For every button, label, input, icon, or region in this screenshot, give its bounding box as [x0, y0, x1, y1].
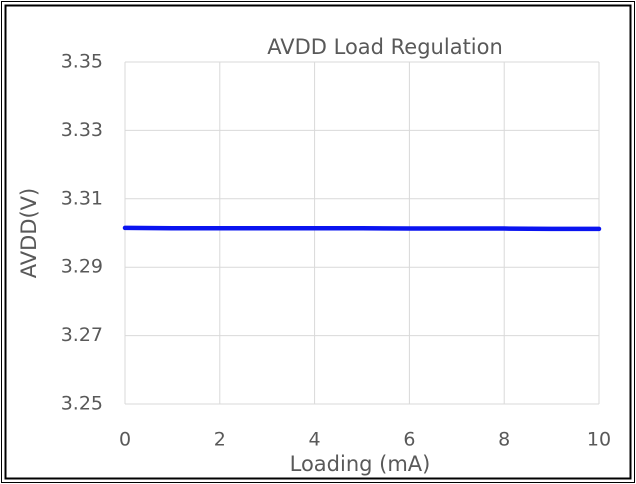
data-line — [122, 225, 602, 232]
x-tick-label: 6 — [403, 429, 415, 451]
y-axis-label: AVDD(V) — [17, 188, 41, 278]
x-tick-label: 2 — [214, 429, 226, 451]
y-tick-label: 3.29 — [61, 256, 103, 278]
x-tick-label: 8 — [498, 429, 510, 451]
y-tick-label: 3.33 — [61, 119, 103, 141]
inner-frame — [4, 4, 632, 480]
chart-title: AVDD Load Regulation — [267, 35, 503, 59]
x-tick-label: 10 — [587, 429, 611, 451]
x-tick-label: 4 — [309, 429, 321, 451]
y-tick-label: 3.31 — [61, 187, 103, 209]
y-tick-label: 3.35 — [61, 51, 103, 73]
x-tick-label: 0 — [119, 429, 131, 451]
x-axis-label: Loading (mA) — [290, 452, 431, 476]
y-tick-label: 3.25 — [61, 393, 103, 415]
y-tick-label: 3.27 — [61, 324, 103, 346]
